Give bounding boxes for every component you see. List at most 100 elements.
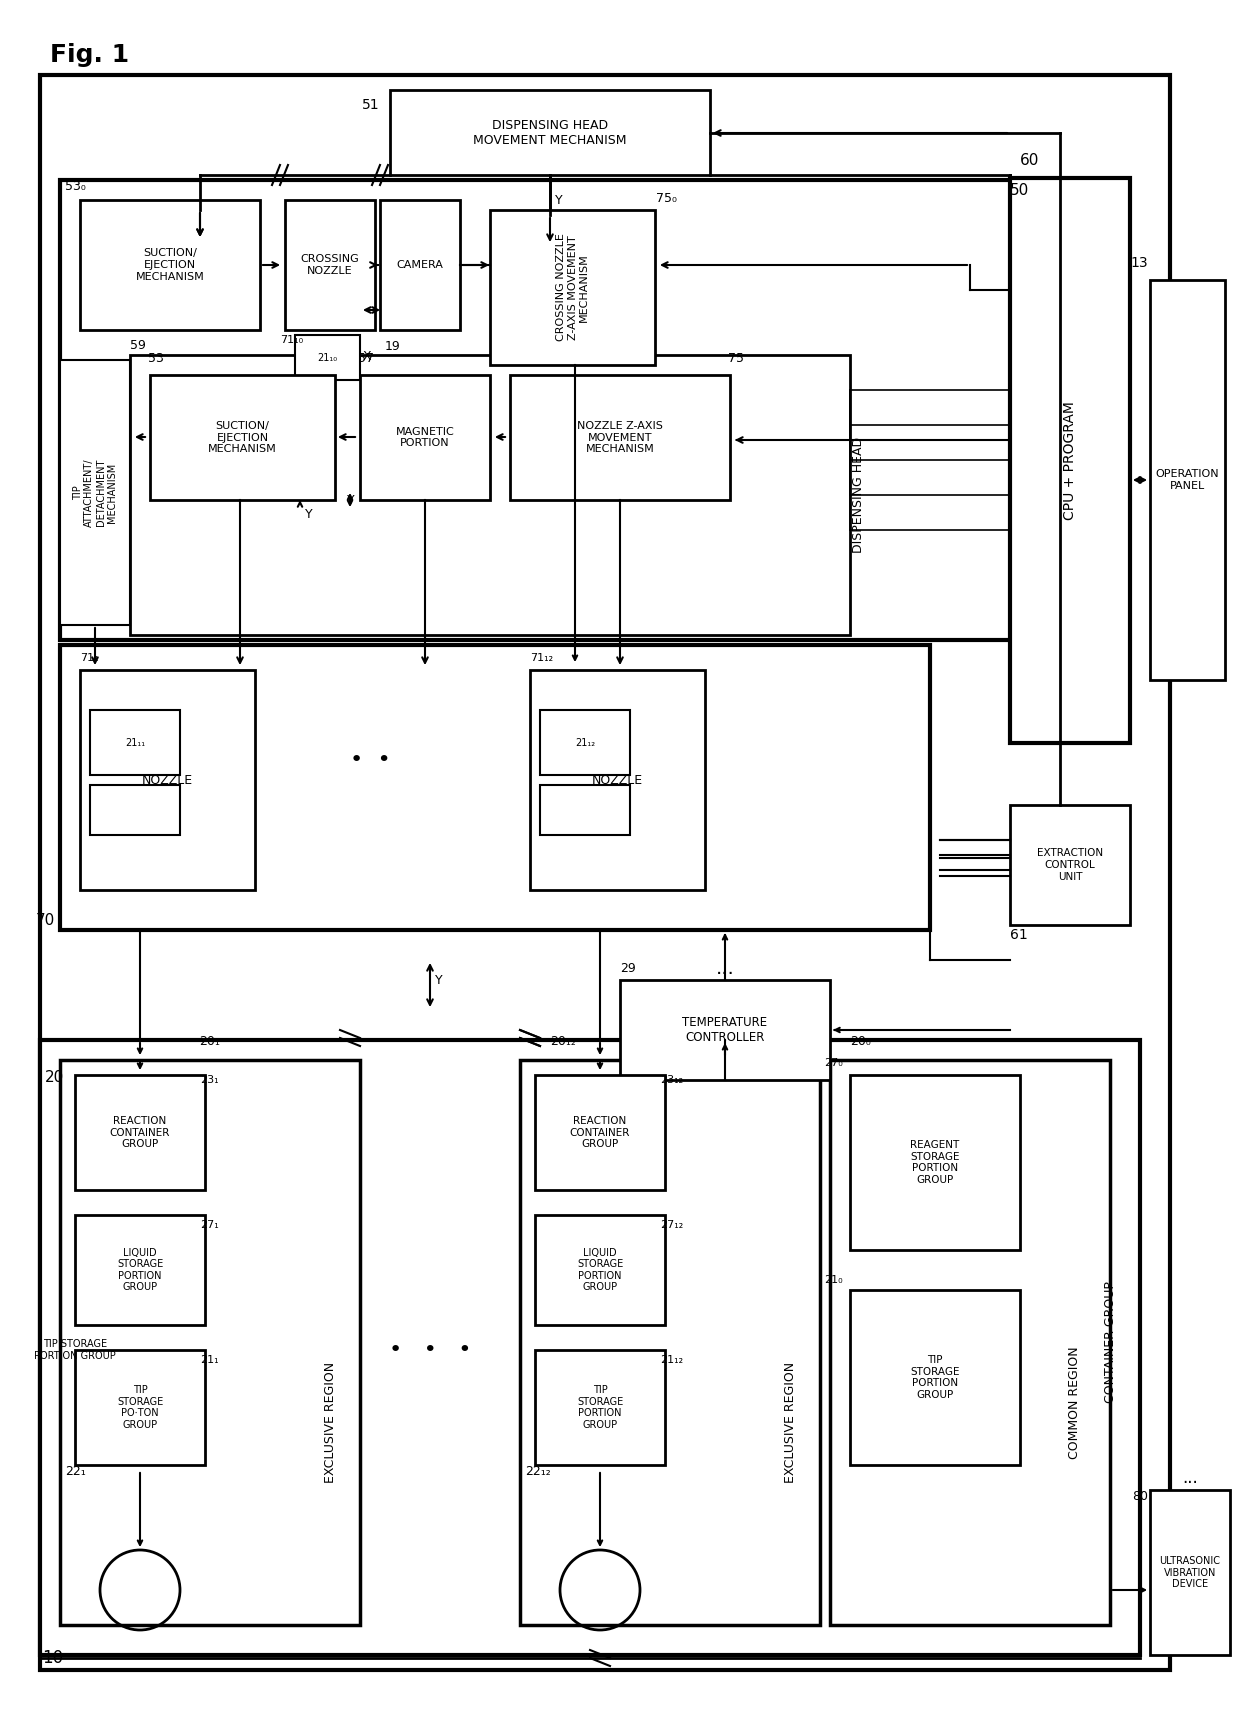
Text: SUCTION/
EJECTION
MECHANISM: SUCTION/ EJECTION MECHANISM xyxy=(208,421,277,454)
Bar xyxy=(91,786,180,835)
Bar xyxy=(539,786,630,835)
Text: 27₁: 27₁ xyxy=(200,1221,218,1229)
Bar xyxy=(130,354,849,635)
Text: 50: 50 xyxy=(1011,183,1029,197)
Text: 20₁₂: 20₁₂ xyxy=(551,1036,575,1048)
Text: Y: Y xyxy=(347,493,355,507)
Bar xyxy=(534,1075,665,1190)
Text: 21₁₂: 21₁₂ xyxy=(575,738,595,748)
Text: TIP
STORAGE
PO⋅TON
GROUP: TIP STORAGE PO⋅TON GROUP xyxy=(117,1385,164,1430)
Bar xyxy=(379,200,460,330)
Text: SUCTION/
EJECTION
MECHANISM: SUCTION/ EJECTION MECHANISM xyxy=(135,248,205,281)
Text: 71₁: 71₁ xyxy=(81,652,99,663)
Bar xyxy=(150,375,335,500)
Text: 13: 13 xyxy=(1131,257,1148,270)
Text: 20₀: 20₀ xyxy=(849,1036,870,1048)
Text: 21₁₁: 21₁₁ xyxy=(125,738,145,748)
Bar xyxy=(40,1039,1140,1656)
Text: •   •   •: • • • xyxy=(389,1340,471,1359)
Text: 23₁: 23₁ xyxy=(200,1075,218,1085)
Text: TIP STORAGE
PORTION GROUP: TIP STORAGE PORTION GROUP xyxy=(35,1339,115,1361)
Text: 71₁₂: 71₁₂ xyxy=(529,652,553,663)
Bar xyxy=(1149,281,1225,680)
Text: EXTRACTION
CONTROL
UNIT: EXTRACTION CONTROL UNIT xyxy=(1037,849,1104,882)
Text: Y: Y xyxy=(305,508,312,522)
Text: 20: 20 xyxy=(45,1070,64,1085)
Text: 29: 29 xyxy=(620,962,636,976)
Bar xyxy=(1011,178,1130,743)
Bar xyxy=(360,375,490,500)
Bar xyxy=(830,1060,1110,1625)
Text: CPU + PROGRAM: CPU + PROGRAM xyxy=(1063,401,1078,520)
Text: 59: 59 xyxy=(130,339,146,353)
Text: 20₁: 20₁ xyxy=(200,1036,221,1048)
Bar xyxy=(849,1075,1021,1250)
Text: 61: 61 xyxy=(1011,928,1028,942)
Bar xyxy=(539,710,630,776)
Text: 21₁₀: 21₁₀ xyxy=(317,353,337,363)
Text: •  •: • • xyxy=(350,750,391,770)
Text: Y: Y xyxy=(556,193,563,207)
Text: REACTION
CONTAINER
GROUP: REACTION CONTAINER GROUP xyxy=(570,1116,630,1149)
Text: 21₁: 21₁ xyxy=(200,1354,218,1364)
Text: TEMPERATURE
CONTROLLER: TEMPERATURE CONTROLLER xyxy=(682,1015,768,1044)
Bar xyxy=(520,1060,820,1625)
Text: Fig. 1: Fig. 1 xyxy=(50,43,129,67)
Text: CAMERA: CAMERA xyxy=(397,260,444,270)
Text: NOZZLE Z-AXIS
MOVEMENT
MECHANISM: NOZZLE Z-AXIS MOVEMENT MECHANISM xyxy=(577,421,663,454)
Text: TIP
STORAGE
PORTION
GROUP: TIP STORAGE PORTION GROUP xyxy=(910,1356,960,1400)
Text: LIQUID
STORAGE
PORTION
GROUP: LIQUID STORAGE PORTION GROUP xyxy=(117,1248,164,1293)
Text: X: X xyxy=(362,349,371,363)
Bar xyxy=(60,645,930,930)
Text: 23₁₂: 23₁₂ xyxy=(660,1075,683,1085)
Bar xyxy=(1011,805,1130,924)
Bar xyxy=(529,669,706,890)
Text: 27₁₂: 27₁₂ xyxy=(660,1221,683,1229)
Bar xyxy=(74,1075,205,1190)
Text: 10: 10 xyxy=(42,1649,63,1667)
Text: CONTAINER GROUP: CONTAINER GROUP xyxy=(1104,1282,1116,1404)
Bar xyxy=(620,979,830,1080)
Text: DISPENSING HEAD
MOVEMENT MECHANISM: DISPENSING HEAD MOVEMENT MECHANISM xyxy=(474,118,626,147)
Text: 57: 57 xyxy=(358,353,374,365)
Text: Y: Y xyxy=(435,974,443,986)
Bar xyxy=(81,200,260,330)
Bar xyxy=(60,1060,360,1625)
Text: MAGNETIC
PORTION: MAGNETIC PORTION xyxy=(396,426,454,449)
Text: 53₀: 53₀ xyxy=(64,180,86,193)
Text: 22₁: 22₁ xyxy=(64,1465,86,1477)
Bar xyxy=(74,1351,205,1465)
Text: DISPENSING HEAD: DISPENSING HEAD xyxy=(852,437,864,553)
Bar xyxy=(849,1291,1021,1465)
Bar xyxy=(510,375,730,500)
Text: 80: 80 xyxy=(1132,1489,1148,1503)
Text: ULTRASONIC
VIBRATION
DEVICE: ULTRASONIC VIBRATION DEVICE xyxy=(1159,1556,1220,1589)
Text: EXCLUSIVE REGION: EXCLUSIVE REGION xyxy=(784,1363,796,1483)
Text: ...: ... xyxy=(1182,1469,1198,1488)
Text: TIP
STORAGE
PORTION
GROUP: TIP STORAGE PORTION GROUP xyxy=(577,1385,624,1430)
Bar xyxy=(60,180,1030,640)
Text: 75₀: 75₀ xyxy=(656,192,677,205)
Bar xyxy=(534,1351,665,1465)
Text: 51: 51 xyxy=(362,98,379,111)
Bar xyxy=(74,1216,205,1325)
Bar xyxy=(81,669,255,890)
Text: NOZZLE: NOZZLE xyxy=(591,774,644,786)
Text: EXCLUSIVE REGION: EXCLUSIVE REGION xyxy=(324,1363,336,1483)
Text: 27₀: 27₀ xyxy=(825,1058,843,1068)
Bar xyxy=(60,360,130,625)
Text: 75: 75 xyxy=(728,353,744,365)
Text: TIP
ATTACHMENT/
DETACHMENT
MECHANISM: TIP ATTACHMENT/ DETACHMENT MECHANISM xyxy=(73,459,118,527)
Bar xyxy=(490,211,655,365)
Bar xyxy=(391,91,711,175)
Text: 21₀: 21₀ xyxy=(825,1275,843,1286)
Text: LIQUID
STORAGE
PORTION
GROUP: LIQUID STORAGE PORTION GROUP xyxy=(577,1248,624,1293)
Text: 71₁₀: 71₁₀ xyxy=(280,336,303,346)
Text: 21₁₂: 21₁₂ xyxy=(660,1354,683,1364)
Text: 22₁₂: 22₁₂ xyxy=(525,1465,551,1477)
Text: COMMON REGION: COMMON REGION xyxy=(1069,1346,1081,1459)
Bar xyxy=(91,710,180,776)
Bar xyxy=(1149,1489,1230,1656)
Text: 70: 70 xyxy=(36,912,55,928)
Text: OPERATION
PANEL: OPERATION PANEL xyxy=(1156,469,1219,491)
